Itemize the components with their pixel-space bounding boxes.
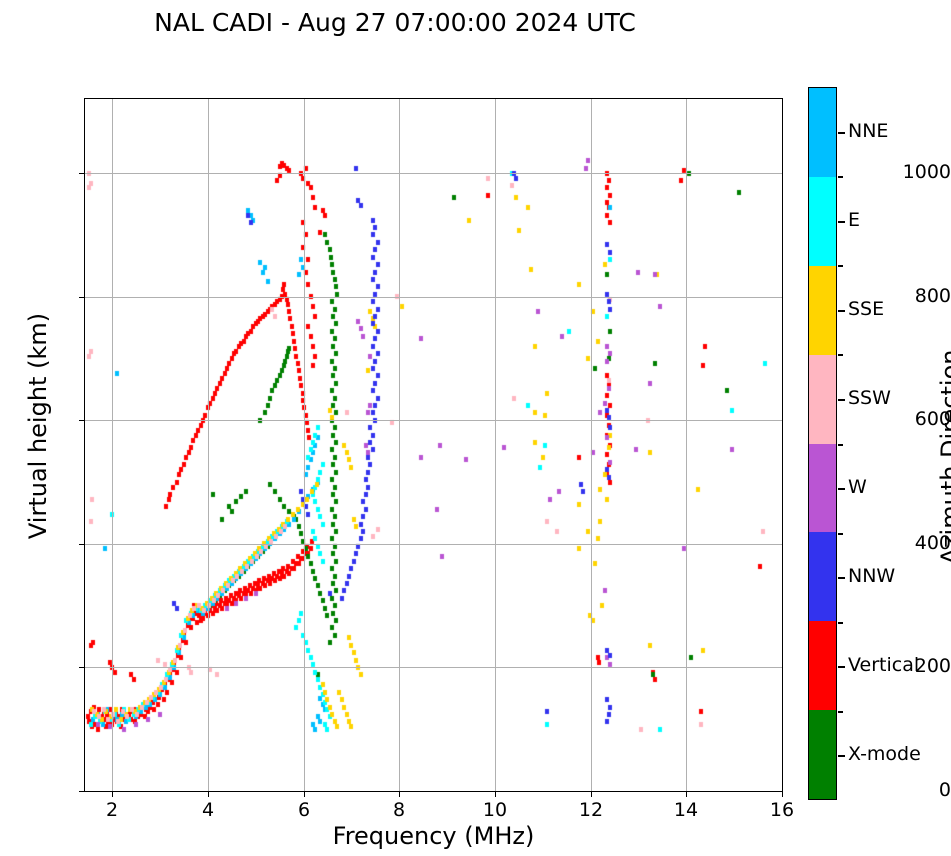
grid-line-horizontal [85,667,782,668]
colorbar-tick-mark [838,488,845,490]
colorbar-label-nne: NNE [848,120,889,142]
y-tick-mark [79,297,84,298]
colorbar-segment-ssw [809,354,836,444]
colorbar-boundary-tick [838,354,843,356]
colorbar-label-e: E [848,209,861,231]
x-tick-label: 14 [673,799,699,821]
y-tick-label: 0 [938,779,951,801]
scatter-data-canvas [85,99,782,791]
colorbar-label-sse: SSE [848,298,885,320]
colorbar-segment-e [809,176,836,266]
x-tick-label: 4 [201,799,215,821]
colorbar-boundary-tick [838,622,843,624]
colorbar-boundary-tick [838,444,843,446]
colorbar-boundary-tick [838,265,843,267]
x-tick-label: 16 [769,799,795,821]
y-axis-label: Virtual height (km) [24,312,52,540]
x-tick-label: 10 [482,799,508,821]
grid-line-vertical [112,99,113,791]
x-tick-mark [304,792,305,797]
colorbar-tick-mark [838,132,845,134]
x-tick-label: 12 [578,799,604,821]
colorbar-tick-mark [838,310,845,312]
y-tick-label: 200 [914,655,951,677]
colorbar-segment-sse [809,265,836,355]
colorbar-label-w: W [848,476,867,498]
grid-line-vertical [591,99,592,791]
x-tick-mark [591,792,592,797]
y-tick-label: 600 [914,408,951,430]
x-tick-label: 2 [105,799,119,821]
colorbar-tick-mark [838,399,845,401]
colorbar-tick-mark [838,577,845,579]
grid-line-vertical [304,99,305,791]
x-tick-mark [495,792,496,797]
colorbar-boundary-tick [838,711,843,713]
x-tick-mark [208,792,209,797]
x-tick-mark [782,792,783,797]
colorbar-boundary-tick [838,533,843,535]
colorbar-label-vertical: Vertical [848,654,920,676]
colorbar-segment-x-mode [809,710,836,799]
colorbar-label-ssw: SSW [848,387,891,409]
colorbar-title: Azimuth Direction [936,349,951,565]
grid-line-horizontal [85,544,782,545]
grid-line-vertical [208,99,209,791]
grid-line-vertical [495,99,496,791]
grid-line-horizontal [85,420,782,421]
grid-line-vertical [686,99,687,791]
colorbar-segment-nnw [809,532,836,622]
x-tick-mark [112,792,113,797]
x-tick-label: 8 [392,799,406,821]
colorbar-segment-nne [809,88,836,177]
y-tick-label: 1000 [902,161,951,183]
x-tick-mark [399,792,400,797]
colorbar-tick-mark [838,755,845,757]
colorbar-label-nnw: NNW [848,565,896,587]
grid-line-horizontal [85,173,782,174]
y-tick-mark [79,667,84,668]
x-axis-label: Frequency (MHz) [332,822,535,850]
x-tick-mark [686,792,687,797]
page-title: NAL CADI - Aug 27 07:00:00 2024 UTC [154,8,636,37]
colorbar-boundary-tick [838,176,843,178]
colorbar-label-x-mode: X-mode [848,743,921,765]
y-tick-mark [79,544,84,545]
x-tick-label: 6 [297,799,311,821]
y-tick-mark [79,791,84,792]
colorbar [808,87,837,800]
colorbar-tick-mark [838,666,845,668]
colorbar-segment-w [809,443,836,533]
y-tick-mark [79,420,84,421]
y-tick-label: 400 [914,532,951,554]
colorbar-tick-mark [838,221,845,223]
grid-line-vertical [399,99,400,791]
y-tick-mark [79,173,84,174]
y-tick-label: 800 [914,285,951,307]
grid-line-horizontal [85,297,782,298]
colorbar-segment-vertical [809,621,836,711]
